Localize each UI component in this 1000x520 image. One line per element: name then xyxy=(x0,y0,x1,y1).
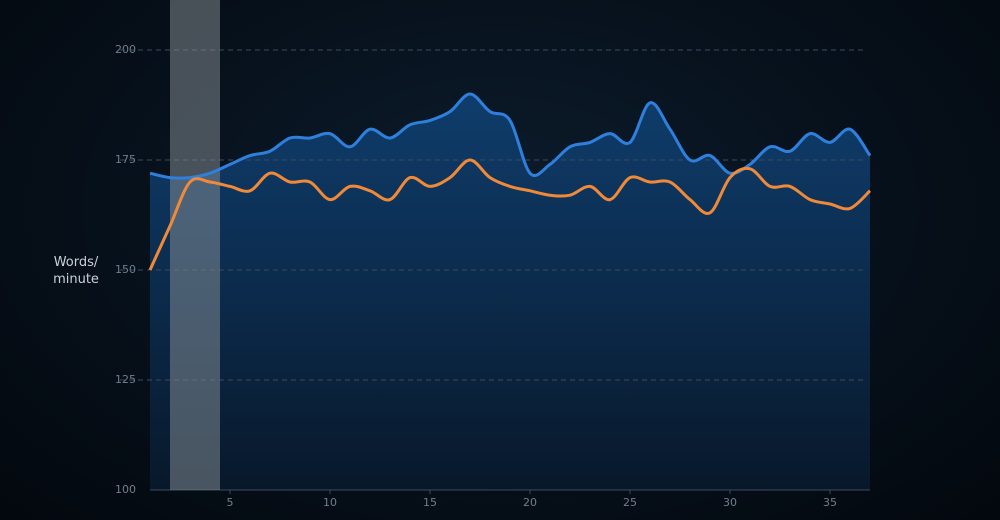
line xyxy=(149,92,872,180)
y-tick-label: 100 xyxy=(115,483,136,496)
x-tick-label: 15 xyxy=(423,496,437,509)
highlight-band xyxy=(170,0,220,490)
x-tick-label: 25 xyxy=(623,496,637,509)
x-tick-label: 10 xyxy=(323,496,337,509)
y-tick-label: 200 xyxy=(115,43,136,56)
x-tick-label: 35 xyxy=(823,496,837,509)
y-tick-label: 150 xyxy=(115,263,136,276)
y-tick-label: 175 xyxy=(115,153,136,166)
x-tick-label: 5 xyxy=(227,496,234,509)
x-tick-label: 30 xyxy=(723,496,737,509)
line xyxy=(148,158,872,271)
y-axis-label: Words/ minute xyxy=(53,255,99,287)
area xyxy=(150,94,870,490)
y-tick-label: 125 xyxy=(115,373,136,386)
x-tick-label: 20 xyxy=(523,496,537,509)
